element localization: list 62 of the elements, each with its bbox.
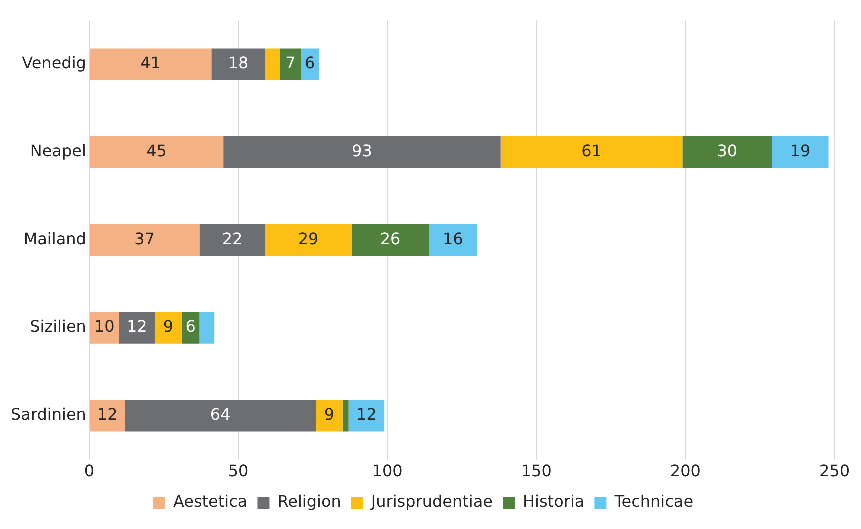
legend-label: Jurisprudentiae <box>370 492 493 512</box>
bar <box>90 136 224 168</box>
data-label: 64 <box>210 405 231 424</box>
bar <box>280 48 302 80</box>
bar <box>316 400 343 432</box>
bar <box>200 224 266 256</box>
data-label: 7 <box>286 54 296 73</box>
legend-label: Technicae <box>614 492 694 512</box>
bar <box>212 48 266 80</box>
data-label: 18 <box>228 54 249 73</box>
data-label: 29 <box>298 229 319 248</box>
data-label: 19 <box>790 142 811 161</box>
bar <box>224 136 501 168</box>
bar <box>155 312 182 344</box>
bar <box>301 48 319 80</box>
bar <box>265 48 280 80</box>
bar <box>500 136 683 168</box>
legend-label: Aestetica <box>173 492 248 512</box>
data-label: 16 <box>442 229 464 248</box>
bar <box>348 400 385 432</box>
data-label: 12 <box>126 317 148 336</box>
bar <box>352 224 430 256</box>
data-label: 37 <box>134 229 156 248</box>
x-tick-label: 50 <box>228 462 249 481</box>
y-tick-label: Sardinien <box>10 405 86 424</box>
data-label: 41 <box>140 54 161 73</box>
bar <box>342 400 349 432</box>
data-label: 10 <box>94 317 115 336</box>
data-label: 22 <box>222 229 243 248</box>
bar <box>265 224 352 256</box>
data-label: 12 <box>97 405 118 424</box>
bar <box>90 400 126 432</box>
data-label: 26 <box>380 229 401 248</box>
y-tick-label: Neapel <box>30 142 86 161</box>
x-tick-label: 150 <box>521 462 552 481</box>
y-tick-label: Sizilien <box>30 317 86 336</box>
data-label: 9 <box>324 405 335 424</box>
y-tick-label: Mailand <box>24 229 86 248</box>
bar <box>90 312 120 344</box>
data-label: 6 <box>186 317 196 336</box>
x-tick-label: 100 <box>372 462 403 481</box>
data-label: 12 <box>356 405 377 424</box>
x-tick-label: 250 <box>819 462 850 481</box>
data-label: 61 <box>582 142 602 161</box>
x-tick-label: 200 <box>670 462 701 481</box>
bar <box>200 312 215 344</box>
y-tick-label: Venedig <box>22 54 86 73</box>
bar <box>429 224 477 256</box>
legend-label: Historia <box>522 492 585 512</box>
bar <box>119 312 156 344</box>
bar <box>682 136 772 168</box>
bar <box>772 136 829 168</box>
data-label: 45 <box>146 142 167 161</box>
bar <box>90 224 200 256</box>
x-tick-label: 0 <box>84 462 95 481</box>
bar <box>125 400 316 432</box>
bar <box>90 48 212 80</box>
data-label: 93 <box>352 142 372 161</box>
data-label: 6 <box>304 54 316 73</box>
data-label: 30 <box>717 142 738 161</box>
legend-label: Religion <box>278 492 342 512</box>
data-label: 9 <box>163 317 174 336</box>
